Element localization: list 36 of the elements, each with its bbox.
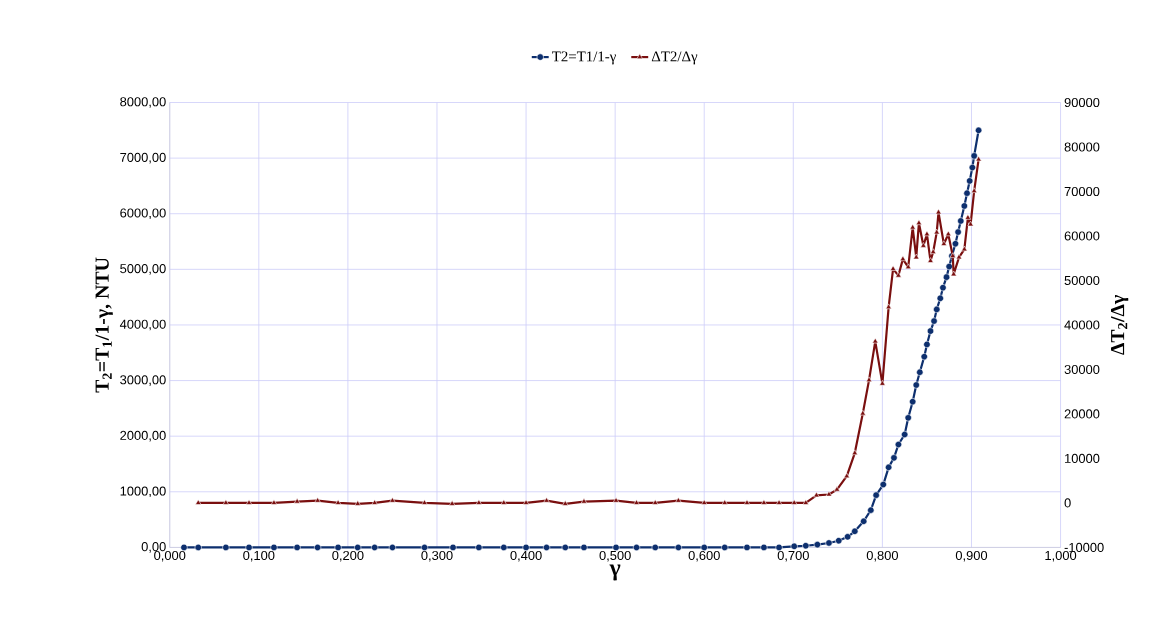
y2-axis-title: ΔT$_{2}$/Δγ (1111, 295, 1129, 355)
y-axis-title: T$_{2}$=T$_{1}$/1-γ, NTU (95, 257, 113, 393)
y2-tick-label: 60000 (1064, 231, 1100, 241)
y2-tick-label: 80000 (1064, 142, 1100, 152)
y2-tick-label: 40000 (1064, 320, 1100, 330)
y-tick-label: 8000,00 (120, 97, 166, 108)
x-tick-label: 0,500 (599, 550, 631, 562)
y-tick-label: 3000,00 (120, 375, 166, 386)
x-tick-label: 0,100 (243, 550, 275, 562)
y-tick-label: 7000,00 (120, 152, 166, 164)
y2-tick-label: 30000 (1064, 364, 1100, 375)
x-tick-label: 0,700 (777, 550, 809, 562)
legend-label: ΔT2/Δγ (651, 51, 698, 65)
x-tick-label: 0,900 (955, 550, 988, 562)
y2-tick-label: -10000 (1064, 542, 1104, 552)
y-tick-label: 4000,00 (119, 319, 166, 331)
y-tick-label: 5000,00 (120, 264, 166, 275)
legend-label: T2=T1/1-γ (552, 51, 616, 65)
x-tick-label: 0,800 (866, 550, 899, 562)
x-tick-label: 0,400 (510, 550, 542, 562)
x-tick-label: 0,200 (332, 550, 364, 562)
y-tick-label: 6000,00 (120, 208, 166, 220)
y-tick-label: 1000,00 (120, 486, 166, 498)
y2-tick-label: 10000 (1065, 453, 1100, 463)
x-tick-label: 0,300 (421, 550, 453, 562)
y2-tick-label: 0 (1064, 498, 1071, 508)
x-tick-label: 1,000 (1045, 550, 1077, 562)
y2-tick-label: 20000 (1064, 409, 1100, 419)
y-tick-label: 0,00 (141, 542, 166, 553)
x-axis-title: γ (609, 564, 621, 581)
x-tick-label: 0,600 (688, 550, 720, 562)
x-tick-label: 0,000 (154, 550, 186, 562)
y2-tick-label: 90000 (1064, 97, 1100, 108)
y2-tick-label: 50000 (1064, 275, 1100, 286)
y-tick-label: 2000,00 (120, 430, 166, 442)
y2-tick-label: 70000 (1064, 186, 1100, 197)
